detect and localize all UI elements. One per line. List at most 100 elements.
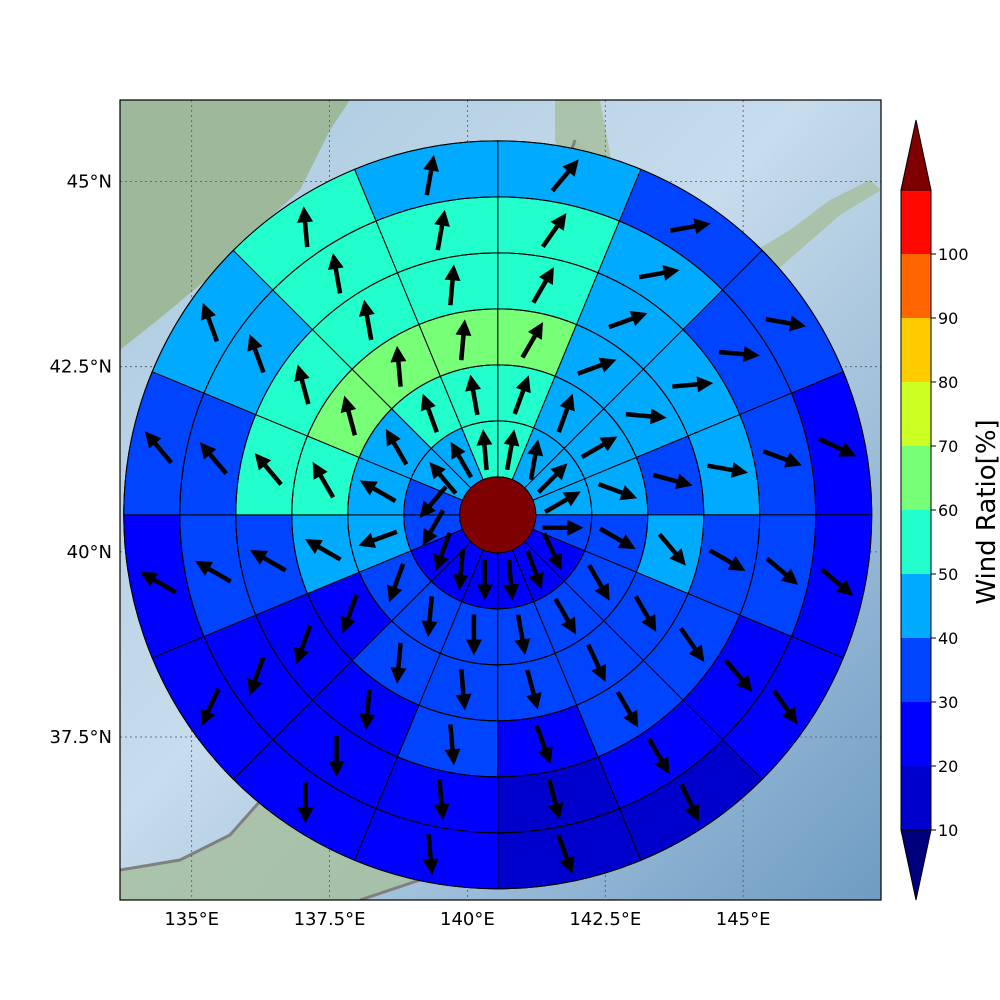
wind-arrow	[422, 834, 439, 876]
colorbar-tick-label: 50	[938, 565, 958, 584]
lat-tick-label: 42.5°N	[49, 357, 112, 378]
colorbar-over-extension	[900, 119, 932, 191]
wind-arrow	[294, 364, 311, 405]
wind-arrow	[544, 491, 581, 514]
wind-arrow	[312, 461, 336, 499]
wind-arrow	[587, 564, 610, 601]
wind-arrow	[444, 264, 461, 306]
wind-arrow	[525, 669, 542, 710]
colorbar-tick-label: 80	[938, 373, 958, 392]
colorbar-segment	[901, 510, 931, 574]
lon-tick-label: 145°E	[716, 909, 771, 930]
lat-tick-label: 37.5°N	[49, 727, 112, 748]
wind-arrow	[304, 539, 342, 562]
colorbar: 10 20 30 40 50 60 70 80 90 100	[900, 119, 969, 901]
wind-arrow	[597, 482, 638, 501]
wind-arrow	[615, 690, 639, 728]
colorbar-tick-label: 70	[938, 437, 958, 456]
wind-arrow	[476, 429, 493, 471]
wind-arrow	[707, 462, 748, 478]
continent-landmass	[120, 100, 350, 350]
wind-arrow	[608, 311, 648, 330]
lon-tick-label: 135°E	[164, 909, 219, 930]
wind-arrow	[625, 408, 667, 425]
lon-tick-label: 137.5°E	[294, 909, 366, 930]
wind-arrow	[657, 532, 686, 566]
wind-arrow	[422, 509, 445, 546]
wind-arrow	[541, 213, 567, 249]
wind-arrow	[556, 393, 575, 433]
wind-arrow	[765, 556, 799, 585]
wind-arrow	[340, 395, 358, 436]
wind-arrow	[140, 571, 177, 595]
wind-arrow	[297, 206, 314, 248]
wind-arrow	[765, 315, 807, 332]
wind-arrow	[385, 428, 409, 466]
wind-arrow	[390, 345, 407, 387]
wind-arrow	[672, 376, 714, 393]
wind-arrow	[199, 442, 228, 476]
map-frame	[119, 99, 882, 901]
wind-arrow	[200, 687, 221, 727]
wind-arrow	[646, 737, 670, 775]
wind-arrow	[387, 563, 406, 603]
colorbar-tick-label: 60	[938, 501, 958, 520]
ring-outline	[123, 140, 873, 890]
ring-outline	[403, 420, 593, 610]
lon-tick-label: 142.5°E	[569, 909, 641, 930]
kuril-islands	[740, 180, 881, 285]
ring-outline	[179, 196, 817, 834]
wind-arrow	[358, 529, 398, 548]
wind-arrow	[514, 614, 531, 656]
wind-arrow	[340, 594, 359, 634]
wind-arrow	[476, 559, 493, 601]
colorbar-tick-label: 90	[938, 309, 958, 328]
wind-arrow	[818, 436, 857, 457]
wind-arrow	[247, 656, 266, 696]
wind-arrow	[652, 472, 693, 490]
wind-arrow	[293, 625, 313, 665]
colorbar-segment	[901, 702, 931, 766]
wind-arrow	[820, 567, 854, 596]
wind-arrow	[708, 548, 746, 571]
wind-arrow	[429, 462, 458, 495]
wind-arrow	[534, 724, 553, 765]
wind-arrow	[297, 782, 314, 824]
colorbar-segment	[901, 382, 931, 446]
wind-arrow	[465, 374, 481, 416]
wind-arrow	[419, 485, 448, 519]
wind-arrow	[542, 519, 584, 536]
latitude-tick-labels: 45°N 42.5°N 40°N 37.5°N	[49, 171, 112, 748]
colorbar-segment	[901, 190, 931, 254]
wind-arrow	[390, 642, 407, 684]
wind-arrow	[577, 357, 617, 376]
colorbar-title: Wind Ratio[%]	[972, 419, 1000, 604]
wind-arrow	[553, 597, 577, 635]
wind-direction-arrows	[140, 154, 857, 876]
ring-outline	[347, 364, 649, 666]
colorbar-tick-label: 40	[938, 629, 958, 648]
wind-arrow	[718, 346, 760, 363]
colorbar-under-extension	[900, 829, 932, 901]
wind-arrow	[550, 159, 579, 193]
wind-arrow	[633, 595, 657, 632]
wind-arrow	[586, 643, 606, 682]
lon-tick-label: 140°E	[440, 909, 495, 930]
wind-arrow	[525, 550, 544, 590]
wind-arrow	[556, 834, 575, 874]
map-panel	[119, 99, 882, 901]
wind-arrow	[195, 560, 232, 584]
wind-arrow	[527, 439, 544, 481]
wind-arrow	[327, 253, 344, 294]
wind-arrow	[433, 779, 450, 821]
colorbar-segment	[901, 446, 931, 510]
wind-arrow	[452, 549, 469, 591]
wind-arrow	[450, 441, 474, 479]
wind-arrow	[724, 659, 753, 693]
wind-arrow	[503, 429, 520, 471]
colorbar-tick-label: 10	[938, 821, 958, 840]
wind-arrow	[144, 431, 173, 465]
wind-arrow	[455, 669, 472, 711]
wind-arrow	[444, 724, 461, 766]
